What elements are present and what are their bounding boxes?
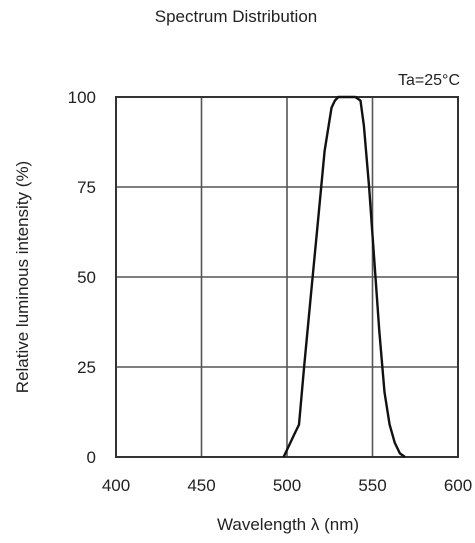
y-tick-label: 75 (77, 178, 96, 197)
y-axis-ticks: 0 25 50 75 100 (68, 88, 96, 467)
y-axis-label: Relative luminous intensity (%) (13, 161, 32, 393)
x-axis-ticks: 400 450 500 550 600 (102, 476, 472, 495)
x-tick-label: 450 (187, 476, 215, 495)
x-tick-label: 400 (102, 476, 130, 495)
plot-frame (115, 96, 459, 458)
x-tick-label: 600 (444, 476, 472, 495)
grid (116, 97, 458, 457)
x-axis-label: Wavelength λ (nm) (217, 515, 359, 534)
chart-title: Spectrum Distribution (155, 7, 318, 26)
condition-label: Ta=25°C (398, 72, 460, 89)
y-tick-label: 0 (87, 448, 96, 467)
x-tick-label: 550 (358, 476, 386, 495)
y-tick-label: 25 (77, 358, 96, 377)
spectrum-curve (282, 95, 406, 458)
y-tick-label: 50 (77, 268, 96, 287)
y-tick-label: 100 (68, 88, 96, 107)
x-tick-label: 500 (273, 476, 301, 495)
